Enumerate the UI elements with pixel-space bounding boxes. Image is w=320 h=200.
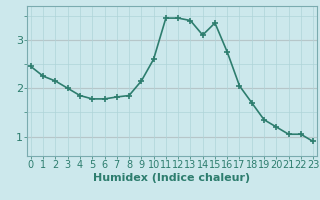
X-axis label: Humidex (Indice chaleur): Humidex (Indice chaleur)	[93, 173, 251, 183]
